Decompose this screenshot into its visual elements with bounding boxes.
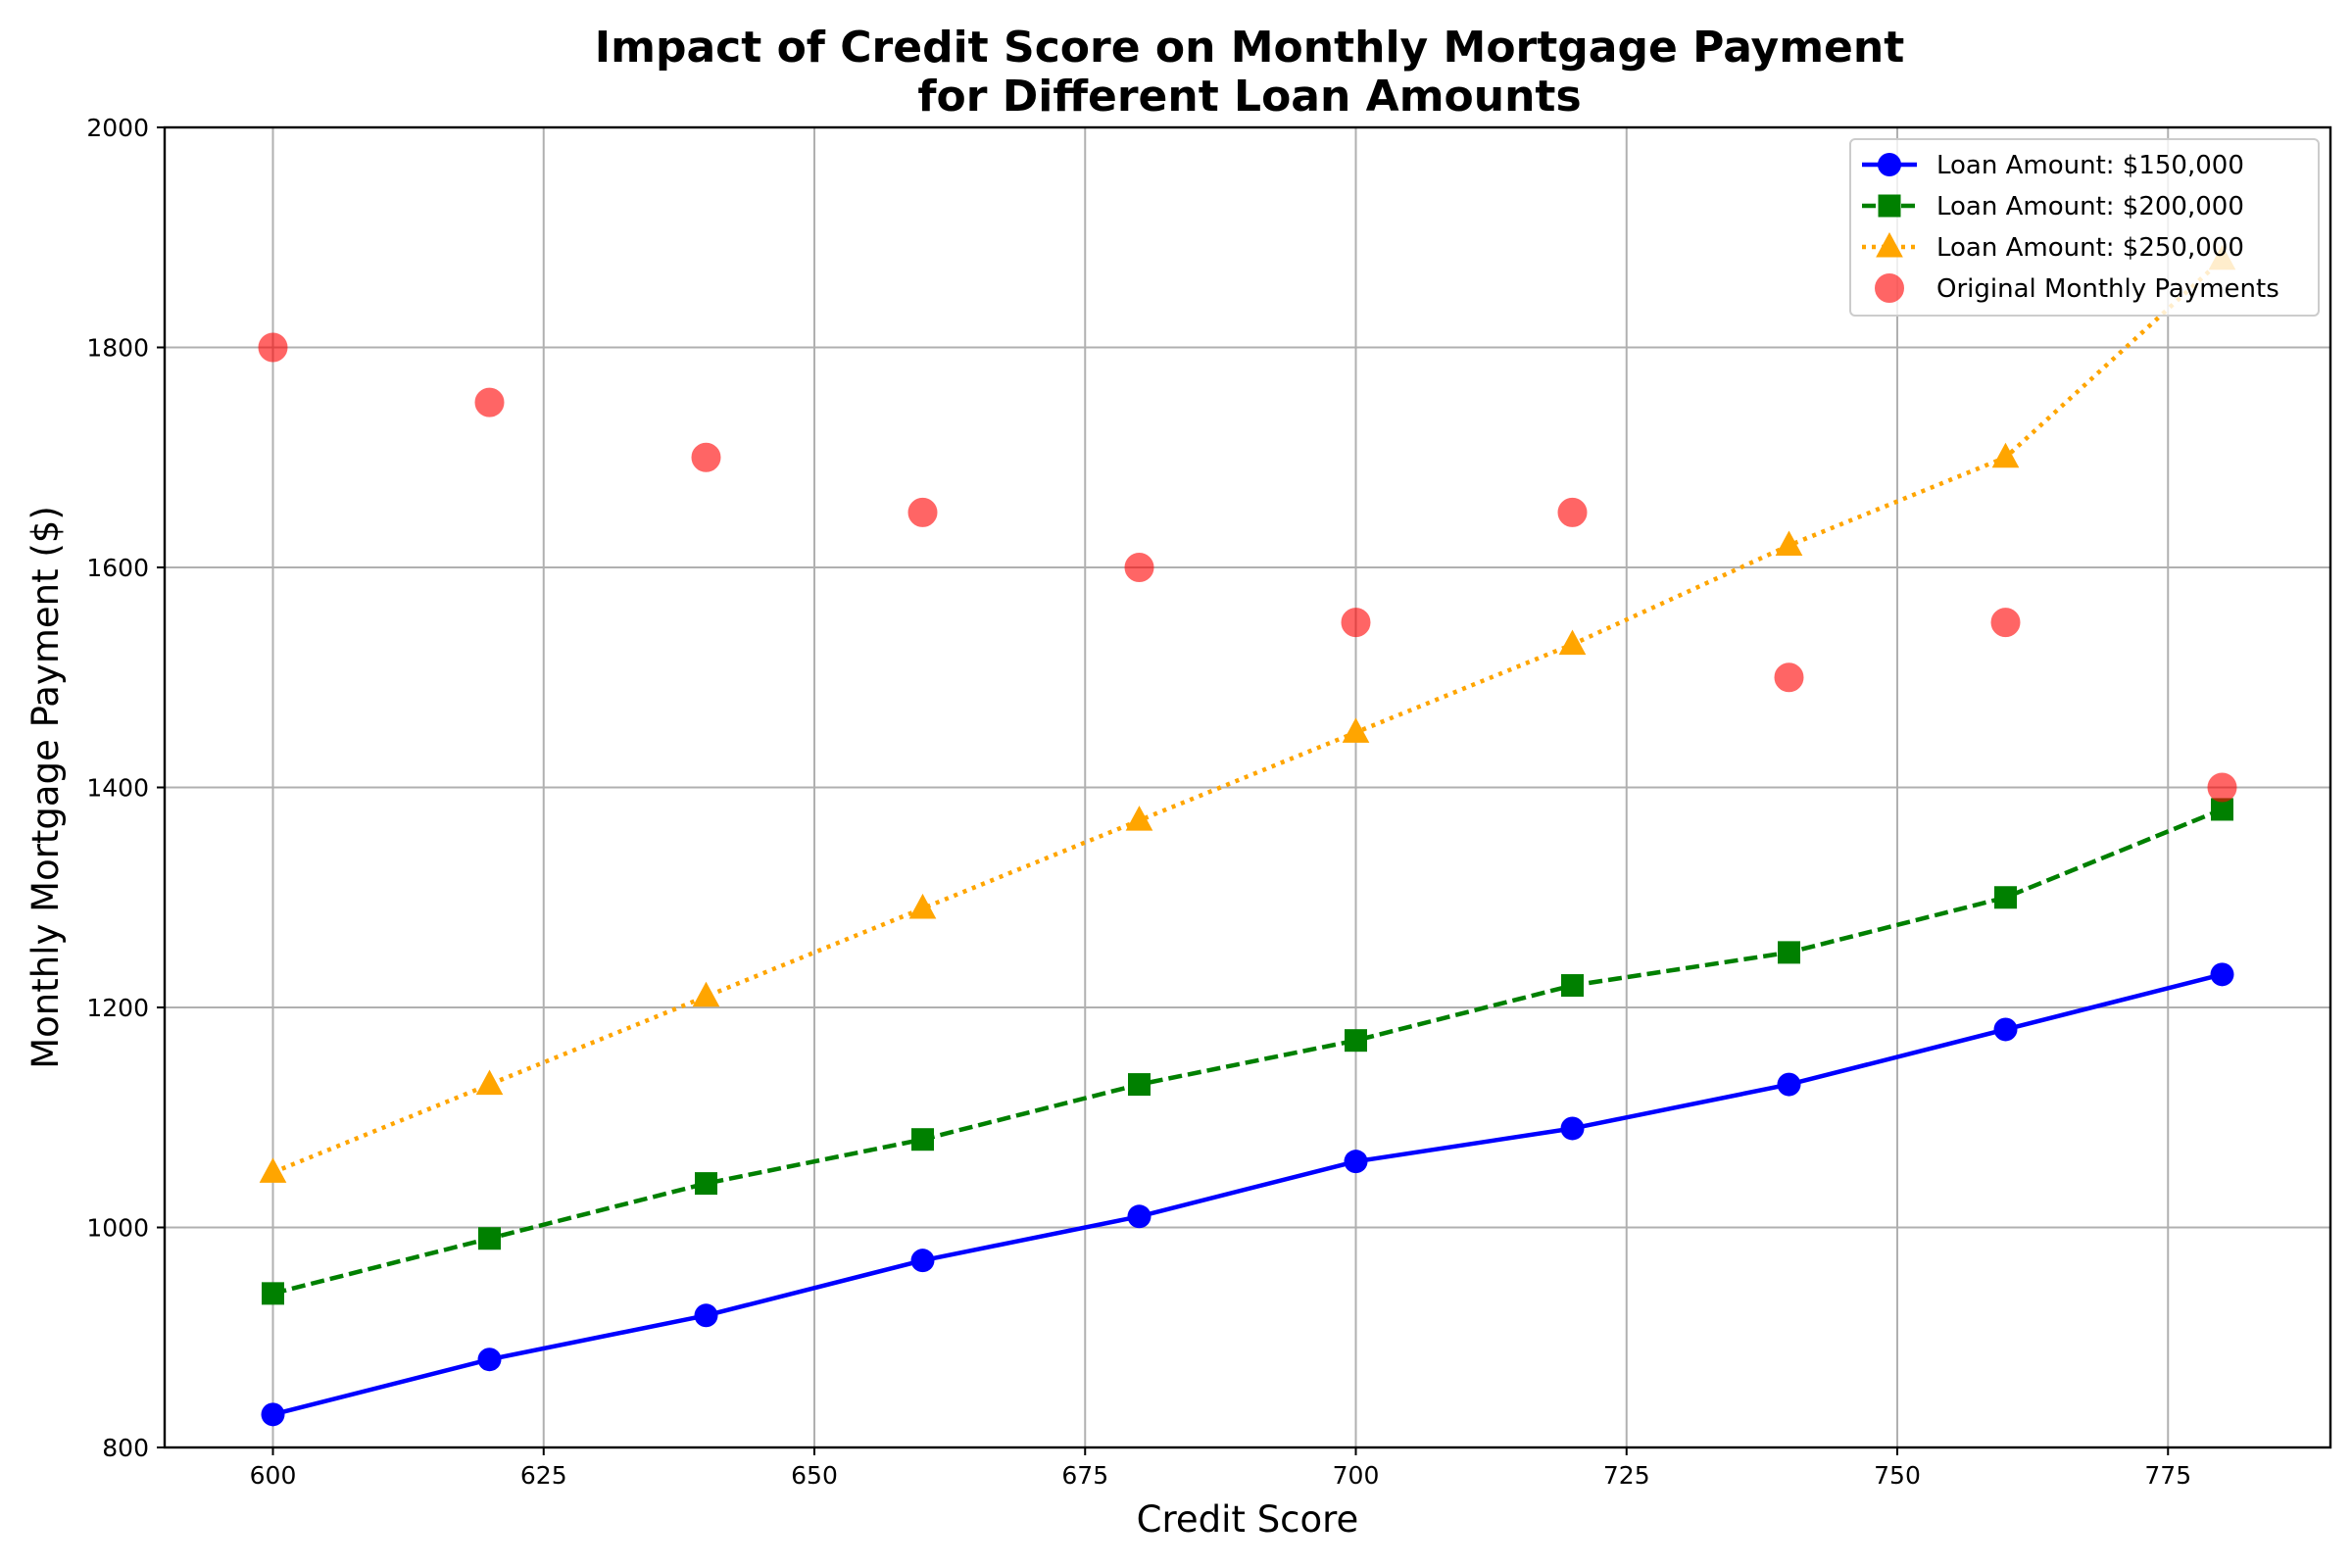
series-2-point <box>695 1172 717 1196</box>
series-2-point <box>1561 974 1584 998</box>
series-4-point <box>474 387 505 417</box>
series-1-point <box>1993 1017 2018 1042</box>
series-2-point <box>262 1282 284 1305</box>
x-axis-label: Credit Score <box>1137 1498 1359 1541</box>
series-4 <box>258 332 2237 803</box>
series-3 <box>259 244 2236 1183</box>
legend-label-1: Loan Amount: $150,000 <box>1936 151 2244 180</box>
x-tick-label: 750 <box>1874 1461 1921 1490</box>
series-2-line <box>271 807 2224 1297</box>
legend-marker-4 <box>1875 273 1904 303</box>
legend-entry-2: Loan Amount: $200,000 <box>1862 192 2244 221</box>
y-axis-label: Monthly Mortgage Payment ($) <box>24 506 67 1069</box>
legend-entry-3: Loan Amount: $250,000 <box>1862 231 2244 263</box>
series-2-point <box>478 1227 501 1250</box>
series-2-point <box>911 1128 934 1152</box>
y-tick-label: 1400 <box>86 774 149 803</box>
legend-entry-1: Loan Amount: $150,000 <box>1862 151 2244 180</box>
series-4-point <box>1124 553 1154 582</box>
legend-box <box>1849 138 2320 317</box>
y-tick-label: 1800 <box>86 334 149 363</box>
y-tick-label: 800 <box>102 1434 149 1462</box>
plot-series <box>258 244 2237 1427</box>
series-4-point <box>1990 608 2021 638</box>
y-tick-label: 1600 <box>86 554 149 582</box>
x-tick-label: 675 <box>1061 1461 1108 1490</box>
legend-entry-4: Original Monthly Payments <box>1875 273 2279 304</box>
series-3-point <box>259 1157 287 1183</box>
series-1-point <box>477 1348 502 1372</box>
series-2-point <box>1994 886 2017 909</box>
series-4-point <box>907 497 938 527</box>
legend-marker-1 <box>1878 153 1901 176</box>
series-1-line <box>271 972 2224 1417</box>
x-tick-label: 600 <box>250 1461 297 1490</box>
x-tick-label: 725 <box>1603 1461 1650 1490</box>
series-3-point <box>1991 442 2020 468</box>
series-3-point <box>475 1069 504 1096</box>
series-3-point <box>1342 717 1370 743</box>
series-1-point <box>910 1249 935 1273</box>
series-4-point <box>258 332 288 363</box>
legend-entries: Loan Amount: $150,000 Loan Amount: $200,0… <box>1862 151 2279 304</box>
x-tick-label: 700 <box>1333 1461 1380 1490</box>
series-4-point <box>1774 662 1804 693</box>
series-1-point <box>1344 1150 1368 1174</box>
chart-title-line-1: Impact of Credit Score on Monthly Mortga… <box>595 23 1905 73</box>
x-tick-label: 625 <box>520 1461 567 1490</box>
y-tick-label: 1000 <box>86 1214 149 1243</box>
legend: Loan Amount: $150,000 Loan Amount: $200,0… <box>1849 138 2320 317</box>
series-3-point <box>1558 629 1587 656</box>
y-tick-label: 1200 <box>86 994 149 1022</box>
series-1-point <box>1127 1204 1152 1229</box>
axes: 600 625 650 675 700 725 750 775 800 1000 1200 1400 1… <box>86 114 2191 1490</box>
series-4-point <box>1341 608 1371 638</box>
series-2-point <box>1128 1073 1151 1097</box>
series-2-point <box>1345 1029 1367 1053</box>
legend-label-2: Loan Amount: $200,000 <box>1936 192 2244 221</box>
legend-marker-2 <box>1878 194 1901 218</box>
chart-title-line-2: for Different Loan Amounts <box>917 72 1581 122</box>
series-3-point <box>1125 806 1153 831</box>
series-1-point <box>1777 1072 1801 1097</box>
y-tick-label: 2000 <box>86 114 149 142</box>
series-3-line <box>271 258 2225 1175</box>
legend-label-3: Loan Amount: $250,000 <box>1936 233 2244 263</box>
series-3-point <box>908 893 937 919</box>
series-3-point <box>692 981 720 1007</box>
legend-marker-3 <box>1876 231 1903 258</box>
series-1 <box>261 962 2234 1427</box>
series-1-point <box>1560 1116 1585 1141</box>
series-4-point <box>691 442 721 472</box>
series-4-point <box>1557 497 1588 527</box>
series-1-point <box>261 1402 285 1427</box>
series-4-point <box>2207 772 2237 803</box>
x-tick-label: 650 <box>791 1461 838 1490</box>
series-2 <box>262 798 2233 1305</box>
series-1-point <box>694 1303 718 1328</box>
legend-label-4: Original Monthly Payments <box>1936 274 2279 304</box>
x-tick-label: 775 <box>2144 1461 2191 1490</box>
plot-frame <box>163 125 2332 1449</box>
series-3-point <box>1775 530 1803 557</box>
series-1-point <box>2210 962 2234 987</box>
series-2-point <box>1778 941 1800 964</box>
